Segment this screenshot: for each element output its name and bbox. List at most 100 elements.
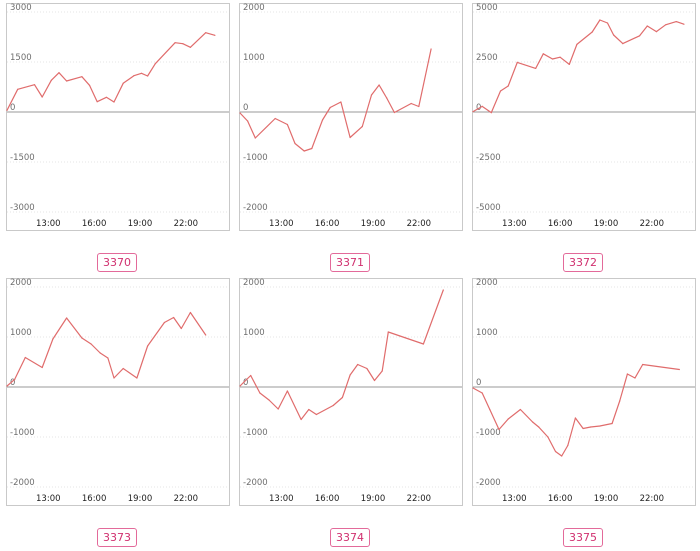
data-point (277, 408, 279, 410)
y-tick-label: -1000 (243, 428, 268, 438)
data-point (180, 327, 182, 330)
data-point (422, 343, 425, 345)
y-tick-label: 2000 (243, 278, 265, 288)
data-point (189, 46, 192, 48)
chart-cell-3372: 5000 2500 0 -2500 -5000 13:00 16:00 19:00 22:00 3… (472, 3, 696, 273)
series-line (472, 363, 680, 457)
data-point (329, 106, 331, 109)
data-point (499, 90, 502, 92)
y-tick-label: 0 (243, 378, 248, 388)
data-point (683, 23, 685, 25)
data-point (519, 408, 521, 411)
data-point (532, 421, 534, 423)
data-point (239, 385, 241, 387)
data-point (349, 374, 351, 376)
data-point (599, 425, 601, 427)
y-tick-label: 1000 (10, 328, 32, 338)
data-point (349, 136, 351, 139)
y-tick-label: 0 (243, 103, 248, 113)
data-point (17, 88, 19, 90)
chart-id-badge[interactable]: 3375 (563, 528, 603, 547)
data-point (247, 120, 249, 122)
data-point (622, 43, 624, 45)
data-point (646, 25, 648, 27)
chart-cell-3375: 2000 1000 0 -1000 -2000 13:00 16:00 19:00 22:00 3… (472, 278, 696, 548)
x-tick-label: 19:00 (128, 494, 153, 504)
chart-id-badge[interactable]: 3372 (563, 253, 603, 272)
data-point (300, 418, 302, 421)
data-point (507, 418, 509, 420)
x-tick-label: 16:00 (82, 219, 107, 229)
data-point (113, 101, 115, 103)
chart-cell-3370: 3000 1500 0 -1500 -3000 13:00 16:00 19:00 22:00 3… (6, 3, 230, 273)
data-point (634, 377, 636, 379)
data-point (490, 112, 492, 114)
data-point (147, 345, 149, 347)
chart-id-badge[interactable]: 3373 (97, 528, 137, 547)
data-point (99, 352, 101, 354)
data-point (542, 53, 544, 55)
y-tick-label: 2000 (243, 3, 265, 13)
x-tick-label: 22:00 (174, 219, 199, 229)
data-point (286, 123, 288, 126)
data-point (554, 450, 557, 453)
x-tick-label: 19:00 (361, 219, 386, 229)
data-point (308, 408, 310, 411)
data-point (205, 32, 207, 34)
data-point (599, 19, 601, 21)
chart-id-badge[interactable]: 3371 (330, 253, 370, 272)
y-tick-label: 3000 (10, 3, 32, 13)
y-tick-label: 0 (10, 378, 15, 388)
data-point (6, 385, 8, 387)
data-point (559, 56, 561, 58)
data-point (66, 317, 68, 319)
chart-id-badge[interactable]: 3370 (97, 253, 137, 272)
data-point (174, 42, 176, 44)
y-tick-label: 2000 (476, 278, 498, 288)
x-tick-label: 13:00 (269, 494, 294, 504)
data-point (675, 21, 677, 23)
data-point (250, 374, 252, 377)
data-point (561, 455, 563, 457)
data-point (678, 368, 680, 371)
data-point (481, 105, 483, 107)
data-point (205, 334, 207, 336)
data-point (366, 367, 368, 370)
data-point (481, 392, 483, 394)
data-point (386, 97, 388, 99)
data-point (14, 378, 16, 381)
x-tick-label: 13:00 (502, 494, 527, 504)
y-tick-label: -1500 (10, 153, 35, 163)
chart-panel: 2000 1000 0 -1000 -2000 13:00 16:00 19:00 22:00 (6, 278, 230, 506)
data-point (430, 48, 432, 50)
data-point (154, 63, 156, 65)
data-point (642, 363, 644, 366)
chart-panel: 3000 1500 0 -1500 -3000 13:00 16:00 19:00 22:00 (6, 3, 230, 231)
chart-id-badge[interactable]: 3374 (330, 528, 370, 547)
data-point (551, 58, 554, 60)
data-point (88, 84, 91, 86)
chart-panel: 5000 2500 0 -2500 -5000 13:00 16:00 19:00 22:00 (472, 3, 696, 231)
chart-panel: 2000 1000 0 -1000 -2000 13:00 16:00 19:00 22:00 (472, 278, 696, 506)
data-point (442, 289, 444, 291)
y-tick-label: -1000 (10, 428, 35, 438)
y-tick-label: -3000 (10, 203, 35, 213)
x-tick-label: 22:00 (407, 494, 432, 504)
data-point (311, 147, 313, 150)
data-point (294, 142, 296, 145)
y-tick-label: 2500 (476, 53, 498, 63)
data-point (591, 31, 593, 33)
x-tick-label: 13:00 (269, 219, 294, 229)
data-point (136, 377, 138, 379)
series-line (239, 289, 444, 421)
chart-cell-3371: 2000 1000 0 -1000 -2000 13:00 16:00 19:00 22:00 3… (239, 3, 463, 273)
y-tick-label: -2000 (243, 478, 268, 488)
data-point (472, 111, 474, 113)
data-point (182, 43, 184, 45)
data-point (105, 96, 107, 98)
data-point (41, 96, 43, 98)
data-point (341, 396, 344, 399)
